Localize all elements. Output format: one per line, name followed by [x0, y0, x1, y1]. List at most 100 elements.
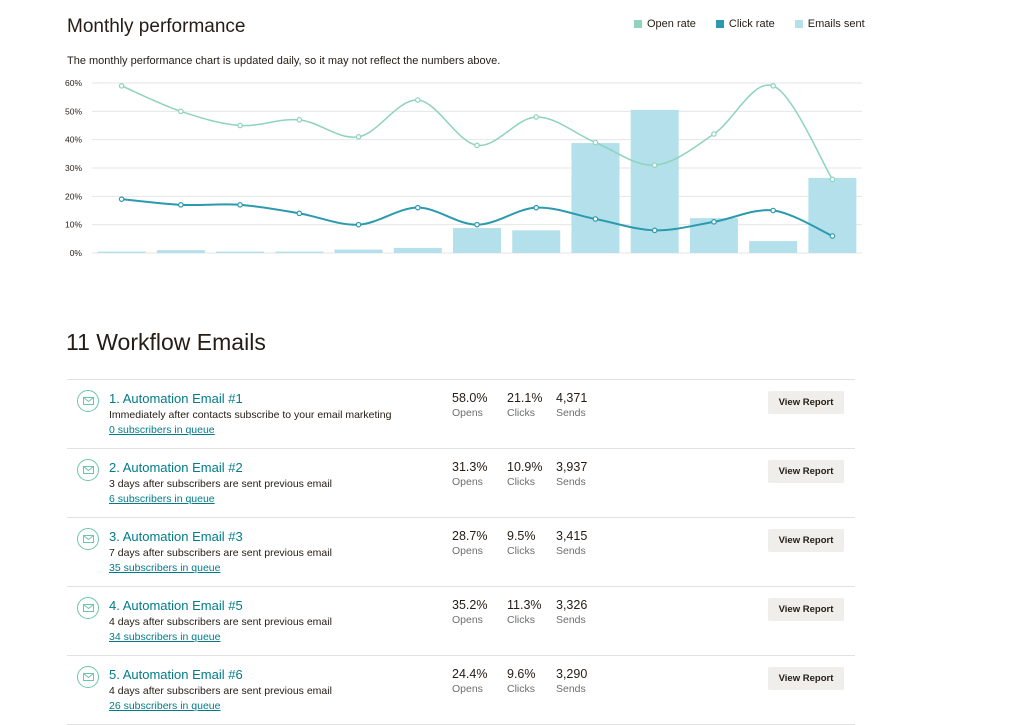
view-report-button[interactable]: View Report	[768, 391, 844, 414]
view-report-button[interactable]: View Report	[768, 598, 844, 621]
subscribers-in-queue-link[interactable]: 6 subscribers in queue	[109, 493, 215, 505]
point-click-rate	[355, 221, 362, 228]
email-trigger-description: 4 days after subscribers are sent previo…	[109, 616, 332, 628]
point-open-rate	[711, 131, 717, 137]
email-name-link[interactable]: 4. Automation Email #5	[109, 598, 243, 613]
line-open-rate	[121, 84, 834, 180]
opens-label: Opens	[452, 614, 483, 626]
workflow-title: 11 Workflow Emails	[66, 329, 266, 355]
legend-swatch-open-rate	[634, 20, 642, 28]
bar-emails-sent	[453, 228, 501, 253]
chart-title: Monthly performance	[67, 16, 246, 37]
clicks-label: Clicks	[507, 407, 535, 419]
opens-stat: 28.7% Opens	[452, 529, 487, 557]
point-open-rate	[237, 122, 243, 129]
sends-stat: 3,326 Sends	[556, 598, 587, 626]
bar-emails-sent	[275, 251, 324, 253]
y-tick-label: 20%	[65, 191, 82, 201]
point-click-rate	[770, 207, 776, 214]
point-open-rate	[829, 176, 836, 183]
bar-emails-sent	[393, 247, 442, 253]
sends-value: 3,326	[556, 598, 588, 612]
sends-label: Sends	[556, 476, 586, 488]
email-trigger-description: 3 days after subscribers are sent previo…	[109, 478, 332, 490]
clicks-label: Clicks	[507, 545, 535, 557]
point-click-rate	[533, 204, 540, 211]
y-tick-label: 30%	[65, 163, 82, 173]
envelope-icon	[77, 597, 99, 619]
chart-legend: Open rate Click rate Emails sent	[634, 18, 865, 30]
bar-emails-sent	[216, 251, 265, 253]
email-row: 3. Automation Email #3 7 days after subs…	[67, 518, 855, 587]
clicks-value: 21.1%	[507, 391, 543, 405]
sends-value: 4,371	[556, 391, 588, 405]
clicks-stat: 10.9% Clicks	[507, 460, 542, 488]
sends-value: 3,290	[556, 667, 588, 681]
point-click-rate	[829, 233, 836, 239]
sends-stat: 3,415 Sends	[556, 529, 587, 557]
email-name-link[interactable]: 3. Automation Email #3	[109, 529, 243, 544]
clicks-stat: 9.6% Clicks	[507, 667, 536, 695]
bar-emails-sent	[571, 143, 620, 253]
chart-note: The monthly performance chart is updated…	[67, 55, 501, 67]
email-name-link[interactable]: 5. Automation Email #6	[109, 667, 243, 682]
legend-emails-sent: Emails sent	[794, 18, 865, 30]
envelope-icon	[77, 459, 99, 481]
envelope-icon	[77, 390, 99, 412]
sends-label: Sends	[556, 683, 586, 695]
legend-label: Open rate	[647, 18, 696, 30]
point-click-rate	[592, 216, 599, 222]
legend-swatch-click-rate	[715, 20, 724, 28]
clicks-label: Clicks	[507, 614, 535, 626]
clicks-stat: 9.5% Clicks	[507, 529, 536, 557]
email-trigger-description: 4 days after subscribers are sent previo…	[109, 685, 332, 697]
opens-label: Opens	[452, 407, 483, 419]
bar-emails-sent	[334, 249, 383, 253]
y-tick-label: 10%	[65, 220, 82, 230]
legend-click-rate: Click rate	[715, 18, 775, 30]
view-report-button[interactable]: View Report	[768, 529, 844, 552]
point-open-rate	[533, 114, 540, 120]
clicks-label: Clicks	[507, 683, 535, 695]
opens-stat: 24.4% Opens	[452, 667, 487, 695]
clicks-value: 10.9%	[507, 460, 543, 474]
subscribers-in-queue-link[interactable]: 34 subscribers in queue	[109, 631, 221, 643]
subscribers-in-queue-link[interactable]: 0 subscribers in queue	[109, 424, 215, 436]
point-open-rate	[770, 83, 776, 89]
opens-stat: 31.3% Opens	[452, 460, 487, 488]
workflow-email-list: 1. Automation Email #1 Immediately after…	[67, 379, 855, 725]
sends-stat: 3,937 Sends	[556, 460, 587, 488]
bar-emails-sent	[808, 177, 857, 253]
sends-value: 3,937	[556, 460, 588, 474]
point-click-rate	[414, 204, 421, 211]
sends-label: Sends	[556, 545, 586, 557]
opens-label: Opens	[452, 683, 483, 695]
legend-label: Emails sent	[807, 18, 865, 30]
envelope-icon	[77, 666, 99, 688]
subscribers-in-queue-link[interactable]: 35 subscribers in queue	[109, 562, 221, 574]
email-name-link[interactable]: 1. Automation Email #1	[109, 391, 243, 406]
y-tick-label: 60%	[65, 78, 82, 88]
clicks-value: 11.3%	[507, 598, 542, 612]
opens-label: Opens	[452, 545, 483, 557]
subscribers-in-queue-link[interactable]: 26 subscribers in queue	[109, 700, 221, 712]
y-tick-label: 0%	[70, 248, 83, 258]
email-row: 5. Automation Email #6 4 days after subs…	[67, 656, 855, 725]
view-report-button[interactable]: View Report	[768, 460, 844, 483]
point-click-rate	[118, 196, 125, 202]
view-report-button[interactable]: View Report	[768, 667, 844, 690]
point-click-rate	[237, 202, 243, 208]
opens-label: Opens	[452, 476, 483, 488]
opens-value: 35.2%	[452, 598, 488, 612]
clicks-stat: 21.1% Clicks	[507, 391, 542, 419]
point-open-rate	[178, 108, 184, 115]
legend-swatch-emails-sent	[794, 20, 803, 28]
envelope-icon	[77, 528, 99, 550]
email-trigger-description: 7 days after subscribers are sent previo…	[109, 547, 332, 559]
clicks-stat: 11.3% Clicks	[507, 598, 542, 626]
email-name-link[interactable]: 2. Automation Email #2	[109, 460, 243, 475]
bar-emails-sent	[749, 241, 798, 253]
performance-chart: 0% 10% 20% 30% 40% 50% 60%	[65, 78, 862, 258]
bar-emails-sent	[512, 230, 561, 253]
y-tick-label: 40%	[65, 135, 82, 145]
